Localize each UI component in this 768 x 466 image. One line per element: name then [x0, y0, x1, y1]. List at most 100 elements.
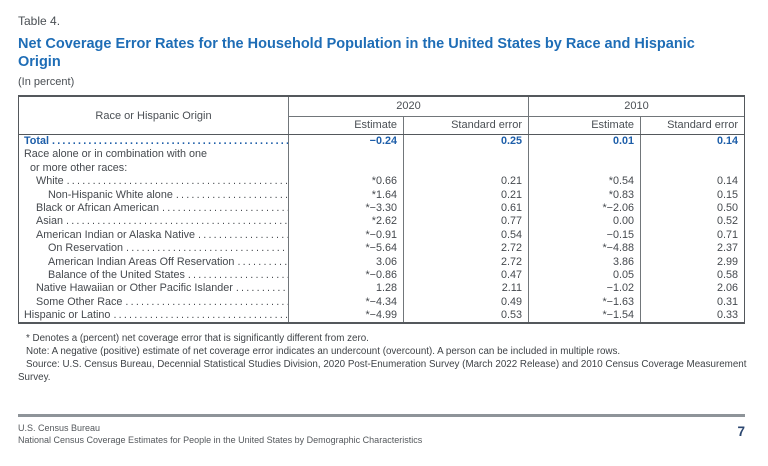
leader-dots	[126, 242, 288, 255]
leader-dots	[237, 256, 288, 269]
cell-2010-estimate: −0.15	[528, 228, 640, 243]
footer-report-title: National Census Coverage Estimates for P…	[18, 434, 423, 445]
cell-2010-estimate	[528, 148, 640, 162]
table-row: Some Other Race *−4.34 0.49 *−1.63 0.31	[19, 295, 744, 310]
table-row: Balance of the United States *−0.86 0.47…	[19, 268, 744, 283]
cell-2020-standard-error: 2.11	[403, 282, 528, 296]
cell-2020-estimate: *−4.34	[288, 295, 403, 310]
cell-2020-standard-error: 2.72	[403, 242, 528, 256]
cell-2020-standard-error: 0.21	[403, 175, 528, 189]
table-row: Asian *2.62 0.77 0.00 0.52	[19, 215, 744, 229]
cell-2020-standard-error: 0.21	[403, 188, 528, 202]
row-label: American Indian Areas Off Reservation	[48, 255, 235, 268]
cell-2010-standard-error: 0.52	[640, 215, 744, 229]
table-row: American Indian Areas Off Reservation 3.…	[19, 255, 744, 269]
table-row: Race alone or in combination with one	[19, 148, 744, 162]
footnotes: * Denotes a (percent) net coverage error…	[18, 332, 755, 384]
row-label-cell: Black or African American	[19, 202, 288, 215]
table-row: or more other races:	[19, 161, 744, 176]
cell-2020-standard-error	[403, 148, 528, 162]
cell-2010-standard-error: 0.14	[640, 175, 744, 189]
cell-2020-standard-error: 0.54	[403, 228, 528, 243]
cell-2020-estimate	[288, 148, 403, 162]
row-label-cell: or more other races:	[19, 162, 288, 175]
row-label: Some Other Race	[36, 295, 123, 308]
row-label-cell: On Reservation	[19, 242, 288, 255]
cell-2010-estimate: 0.01	[528, 135, 640, 149]
leader-dots	[113, 309, 288, 322]
leader-dots	[67, 175, 288, 188]
leader-dots	[52, 135, 288, 148]
cell-2020-estimate: 1.28	[288, 282, 403, 296]
year-2010-header: 2010	[528, 97, 744, 117]
cell-2010-standard-error: 0.33	[640, 309, 744, 323]
cell-2020-standard-error: 0.53	[403, 309, 528, 323]
table-row: Native Hawaiian or Other Pacific Islande…	[19, 282, 744, 296]
row-label: On Reservation	[48, 242, 124, 255]
table-number-label: Table 4.	[18, 14, 61, 28]
cell-2020-estimate: *2.62	[288, 215, 403, 229]
row-label: Non-Hispanic White alone	[48, 188, 173, 201]
cell-2010-estimate: 0.00	[528, 215, 640, 229]
cell-2020-estimate: −0.24	[288, 135, 403, 149]
footer-agency: U.S. Census Bureau	[18, 423, 101, 433]
row-label: Balance of the United States	[48, 268, 185, 281]
row-label-cell: Hispanic or Latino	[19, 309, 288, 322]
page-content: Table 4. Net Coverage Error Rates for th…	[0, 0, 768, 384]
footnote-significance: * Denotes a (percent) net coverage error…	[26, 333, 369, 345]
cell-2010-estimate: *−4.88	[528, 242, 640, 256]
leader-dots	[198, 229, 288, 242]
cell-2010-standard-error: 0.14	[640, 135, 744, 149]
cell-2010-estimate: 3.86	[528, 255, 640, 269]
cell-2010-estimate: *−2.06	[528, 201, 640, 216]
row-label-cell: Some Other Race	[19, 296, 288, 309]
cell-2010-estimate: *−1.54	[528, 309, 640, 323]
leader-dots	[176, 189, 288, 202]
cell-2020-standard-error: 0.49	[403, 295, 528, 310]
cell-2010-standard-error: 2.37	[640, 242, 744, 256]
row-label: or more other races:	[30, 161, 128, 174]
cell-2010-estimate: 0.05	[528, 268, 640, 283]
leader-dots	[66, 215, 288, 228]
cell-2010-standard-error: 2.99	[640, 255, 744, 269]
cell-2020-standard-error: 0.25	[403, 135, 528, 149]
table-row: On Reservation *−5.64 2.72 *−4.88 2.37	[19, 242, 744, 256]
row-label: Total	[24, 135, 49, 147]
table-row: Black or African American *−3.30 0.61 *−…	[19, 201, 744, 216]
page-footer: U.S. Census Bureau National Census Cover…	[18, 414, 745, 446]
row-label-cell: American Indian or Alaska Native	[19, 229, 288, 242]
stub-column-header: Race or Hispanic Origin	[95, 109, 212, 122]
footnote-source: Source: U.S. Census Bureau, Decennial St…	[18, 359, 747, 384]
row-label: Native Hawaiian or Other Pacific Islande…	[36, 282, 233, 295]
row-label: White	[36, 175, 64, 188]
cell-2020-estimate: *−3.30	[288, 201, 403, 216]
cell-2010-estimate: *−1.63	[528, 295, 640, 310]
row-label-cell: Asian	[19, 215, 288, 228]
footnote-note: Note: A negative (positive) estimate of …	[26, 346, 621, 358]
col-header-2010-standard-error: Standard error	[640, 117, 744, 134]
cell-2020-standard-error: 2.72	[403, 255, 528, 269]
leader-dots	[236, 282, 288, 295]
cell-2020-standard-error	[403, 161, 528, 176]
cell-2010-standard-error: 0.31	[640, 295, 744, 310]
cell-2010-estimate: *0.83	[528, 188, 640, 202]
table-units-note: (In percent)	[18, 76, 75, 88]
cell-2010-standard-error	[640, 161, 744, 176]
cell-2010-estimate: *0.54	[528, 175, 640, 189]
cell-2020-estimate: *0.66	[288, 175, 403, 189]
cell-2020-estimate: *−5.64	[288, 242, 403, 256]
cell-2010-estimate	[528, 161, 640, 176]
table-row: White *0.66 0.21 *0.54 0.14	[19, 175, 744, 189]
cell-2020-standard-error: 0.61	[403, 201, 528, 216]
cell-2020-estimate	[288, 161, 403, 176]
row-label: American Indian or Alaska Native	[36, 228, 196, 241]
table-header: Race or Hispanic Origin 2020 2010 Estima…	[19, 97, 744, 135]
row-label: Hispanic or Latino	[24, 309, 111, 322]
leader-dots	[188, 269, 288, 282]
cell-2020-standard-error: 0.77	[403, 215, 528, 229]
row-label-cell: Balance of the United States	[19, 269, 288, 282]
cell-2010-standard-error: 0.71	[640, 228, 744, 243]
row-label-cell: Total	[19, 135, 288, 148]
col-header-2020-estimate: Estimate	[288, 117, 403, 134]
